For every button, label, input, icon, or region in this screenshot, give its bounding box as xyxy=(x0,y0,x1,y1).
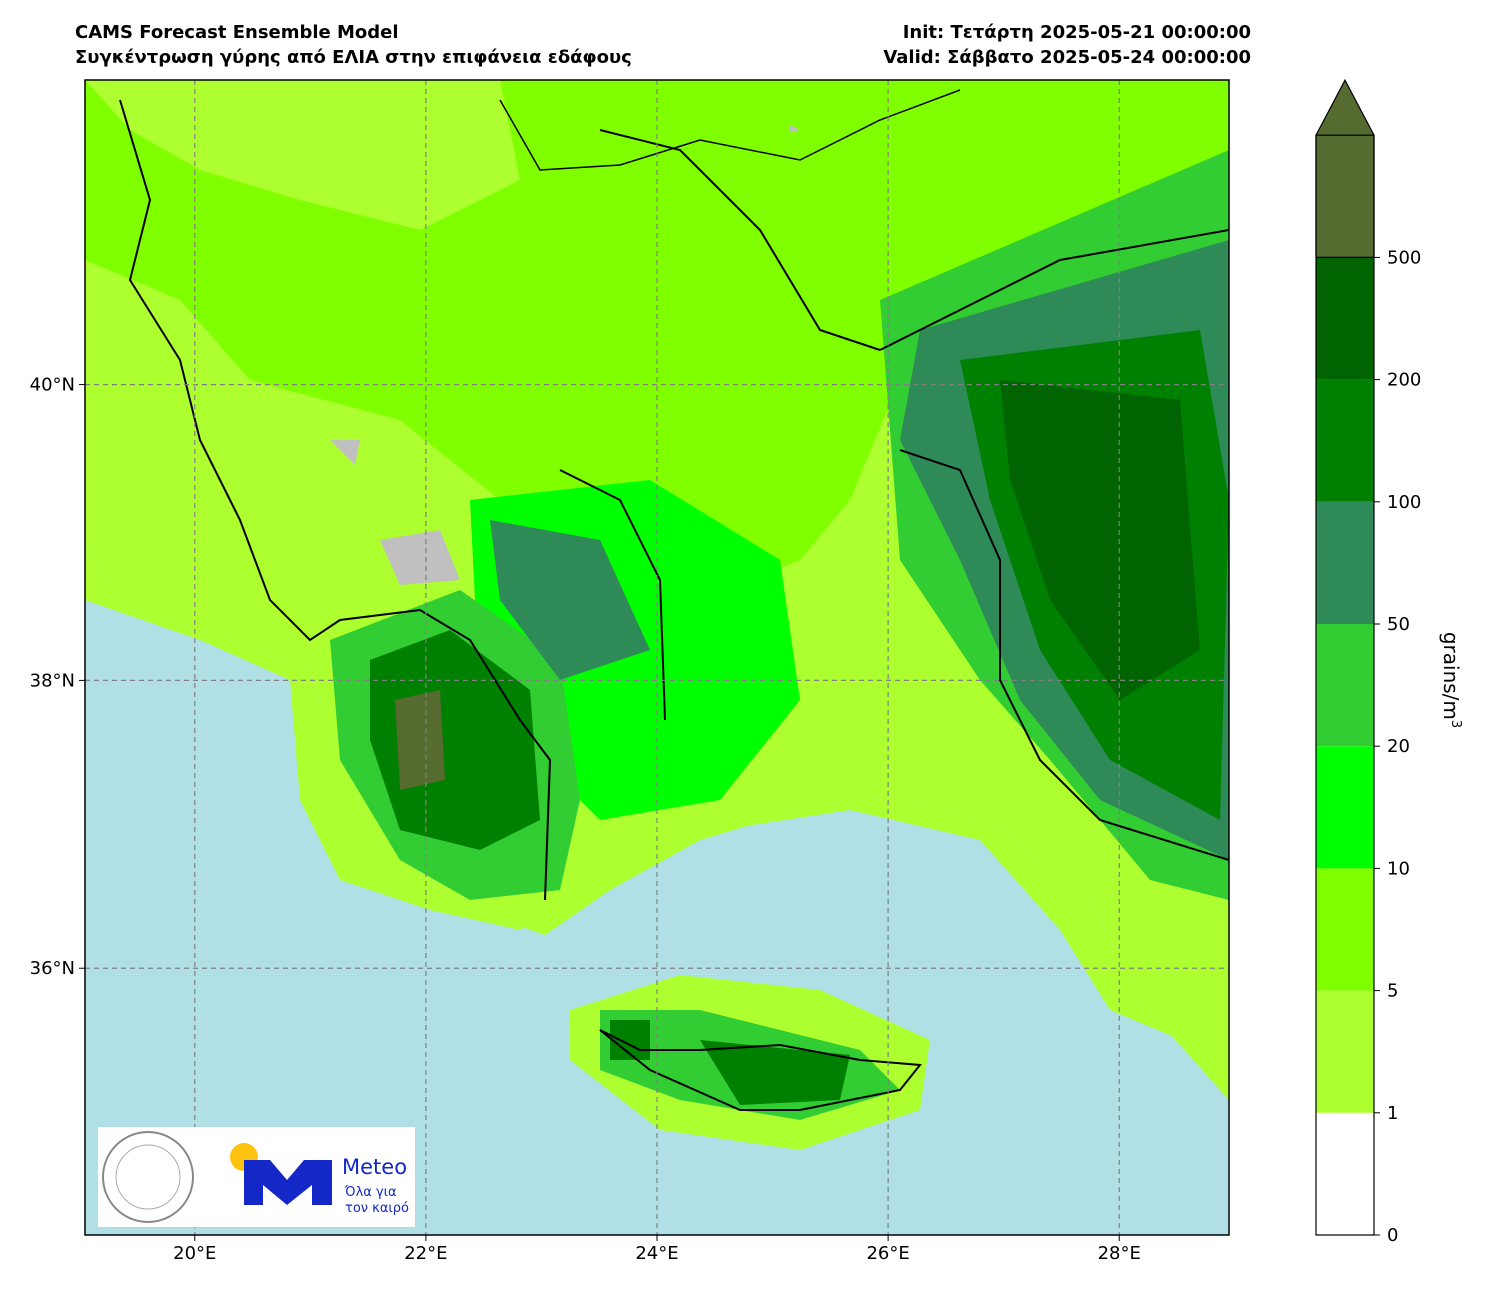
crete-core xyxy=(610,1020,850,1105)
valid-time: Valid: Σάββατο 2025-05-24 00:00:00 xyxy=(883,47,1251,68)
y-tick-label: 36°N xyxy=(30,958,75,979)
colorbar-tick-label: 20 xyxy=(1387,736,1410,757)
init-time: Init: Τετάρτη 2025-05-21 00:00:00 xyxy=(903,22,1251,43)
colorbar-segment xyxy=(1316,624,1374,747)
slogan: Όλα για xyxy=(344,1185,397,1200)
m-mark xyxy=(244,1160,332,1205)
border xyxy=(499,89,961,171)
colorbar-tick-label: 500 xyxy=(1387,247,1421,268)
seal xyxy=(102,1131,194,1223)
crete-coast xyxy=(599,1029,922,1111)
field-east-4 xyxy=(1000,380,1200,700)
sterea xyxy=(490,520,650,680)
colorbar-frame xyxy=(1315,134,1375,1236)
x-tick-label: 28°E xyxy=(1098,1243,1141,1264)
x-tick-label: 26°E xyxy=(866,1243,909,1264)
colorbar-tick-label: 50 xyxy=(1387,614,1410,635)
slogan: τον καιρό xyxy=(345,1201,409,1216)
colorbar-segment xyxy=(1316,990,1374,1113)
colorbar-tick-label: 5 xyxy=(1387,981,1398,1002)
x-tick-label: 20°E xyxy=(173,1243,216,1264)
colorbar-segment xyxy=(1316,501,1374,624)
subtitle: Συγκέντρωση γύρης από ΕΛΙΑ στην επιφάνει… xyxy=(75,47,632,68)
colorbar-label: grains/m3 xyxy=(1439,632,1463,728)
colorbar-extend xyxy=(1315,78,1375,258)
colorbar-segment xyxy=(1316,746,1374,869)
seal-inner xyxy=(115,1144,181,1210)
logo: Meteo Όλα για τον καιρό xyxy=(98,1127,415,1227)
coastline xyxy=(119,99,1229,901)
x-tick-label: 24°E xyxy=(635,1243,678,1264)
colorbar-tick-label: 100 xyxy=(1387,492,1421,513)
colorbar-segment xyxy=(1316,1112,1374,1235)
title: CAMS Forecast Ensemble Model xyxy=(75,22,399,43)
field-low xyxy=(85,80,520,230)
peloponnese-3 xyxy=(395,690,445,790)
colorbar-label-text: grains/m xyxy=(1439,632,1463,720)
x-tick-label: 22°E xyxy=(404,1243,447,1264)
colorbar-tick-label: 200 xyxy=(1387,370,1421,391)
colorbar-tick-label: 0 xyxy=(1387,1225,1398,1246)
sea-halo xyxy=(85,545,1229,1100)
colorbar-tick-label: 10 xyxy=(1387,858,1410,879)
colorbar-label-sup: 3 xyxy=(1448,720,1463,728)
y-tick-label: 38°N xyxy=(30,670,75,691)
brand: Meteo xyxy=(342,1155,407,1179)
colorbar-segment xyxy=(1316,868,1374,991)
colorbar-segment xyxy=(1316,379,1374,502)
colorbar-tick-label: 1 xyxy=(1387,1103,1398,1124)
colorbar-segment xyxy=(1316,257,1374,380)
y-tick-label: 40°N xyxy=(30,375,75,396)
